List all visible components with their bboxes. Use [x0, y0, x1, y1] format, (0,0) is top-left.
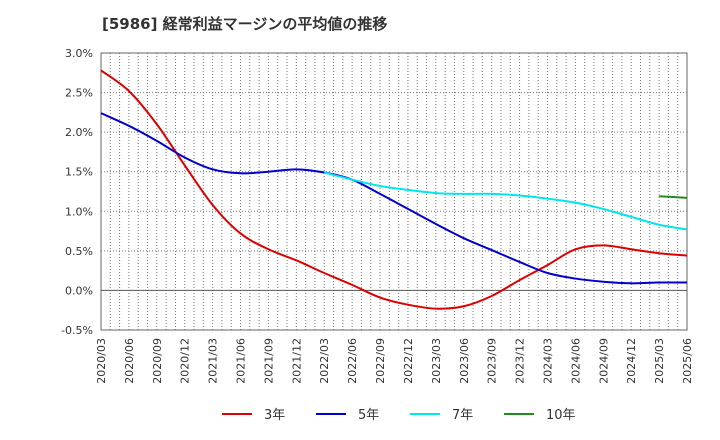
x-tick-label: 2025/03 [653, 338, 666, 384]
plot-area [100, 52, 688, 331]
series-line [323, 171, 688, 231]
x-tick-label: 2024/12 [625, 338, 638, 384]
y-tick-label: 2.5% [65, 87, 93, 100]
x-axis: 2020/03 2020/06 2020/09 2020/12 2021/03 2021/… [95, 338, 694, 384]
series-line [100, 69, 688, 310]
x-tick-label: 2025/06 [681, 338, 694, 384]
x-tick-label: 2021/03 [207, 338, 220, 384]
x-tick-label: 2023/12 [514, 338, 527, 384]
y-tick-label: 1.5% [65, 166, 93, 179]
legend: 3年 5年 7年 10年 [222, 408, 576, 423]
x-tick-label: 2024/06 [569, 338, 582, 384]
x-tick-label: 2020/03 [95, 338, 108, 384]
legend-label: 3年 [264, 408, 285, 423]
y-axis: -0.5% 0.0% 0.5% 1.0% 1.5% 2.0% 2.5% 3.0% [61, 47, 93, 337]
x-tick-label: 2024/09 [597, 338, 610, 384]
x-tick-label: 2020/06 [123, 338, 136, 384]
legend-label: 10年 [546, 408, 576, 423]
series-line [100, 112, 688, 285]
x-tick-label: 2020/12 [179, 338, 192, 384]
y-tick-label: -0.5% [61, 324, 93, 337]
x-tick-label: 2023/03 [430, 338, 443, 384]
series-line [659, 195, 688, 199]
x-tick-label: 2022/12 [402, 338, 415, 384]
chart-title: [5986] 経常利益マージンの平均値の推移 [102, 15, 387, 33]
x-tick-label: 2023/06 [458, 338, 471, 384]
plot-frame [100, 52, 688, 331]
x-tick-label: 2021/12 [290, 338, 303, 384]
x-tick-label: 2021/09 [262, 338, 275, 384]
y-tick-label: 1.0% [65, 205, 93, 218]
x-tick-label: 2022/09 [374, 338, 387, 384]
x-tick-label: 2022/06 [346, 338, 359, 384]
x-tick-label: 2020/09 [151, 338, 164, 384]
x-tick-label: 2023/09 [486, 338, 499, 384]
y-tick-label: 3.0% [65, 47, 93, 60]
y-tick-label: 0.5% [65, 245, 93, 258]
x-tick-label: 2021/06 [235, 338, 248, 384]
x-tick-label: 2024/03 [541, 338, 554, 384]
legend-label: 7年 [452, 408, 473, 423]
y-tick-label: 2.0% [65, 126, 93, 139]
legend-label: 5年 [358, 408, 379, 423]
series-lines [100, 69, 688, 310]
x-tick-label: 2022/03 [318, 338, 331, 384]
y-tick-label: 0.0% [65, 284, 93, 297]
